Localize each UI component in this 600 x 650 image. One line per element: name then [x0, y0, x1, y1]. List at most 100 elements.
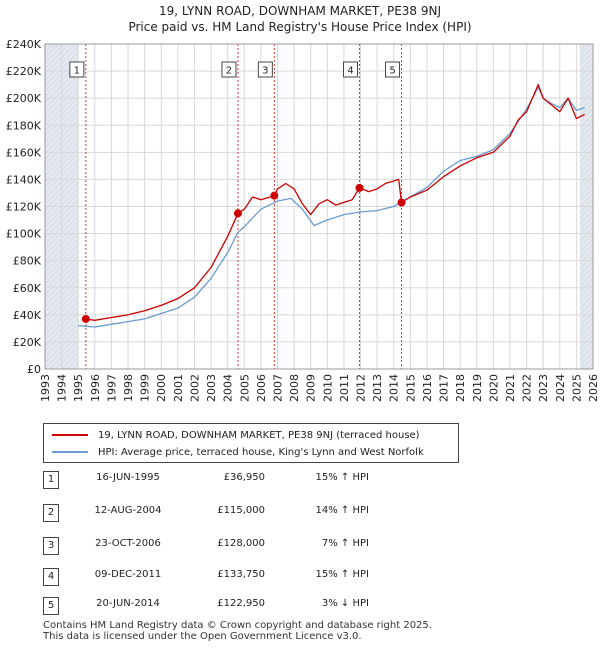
- y-tick-label: £180K: [6, 119, 42, 132]
- x-tick-label: 2008: [288, 374, 301, 402]
- title-line-1: 19, LYNN ROAD, DOWNHAM MARKET, PE38 9NJ: [158, 4, 442, 18]
- y-tick-label: £120K: [6, 201, 42, 214]
- x-tick-label: 2012: [355, 374, 368, 402]
- x-tick-label: 1996: [89, 374, 102, 402]
- footer-line-2: This data is licensed under the Open Gov…: [43, 631, 362, 642]
- row-date: 20-JUN-2014: [96, 598, 160, 609]
- y-tick-label: £40K: [13, 309, 42, 322]
- row-number-badge: 3: [43, 537, 59, 555]
- row-number-badge: 1: [43, 471, 59, 489]
- x-tick-label: 1997: [105, 374, 118, 402]
- y-tick-label: £20K: [13, 336, 42, 349]
- y-tick-label: £100K: [6, 228, 42, 241]
- sale-number-label: 3: [262, 66, 268, 77]
- sale-number-box: [257, 61, 273, 78]
- x-tick-label: 2025: [570, 374, 583, 402]
- row-date: 23-OCT-2006: [95, 538, 161, 549]
- x-tick-label: 2006: [255, 374, 268, 402]
- sale-number-box: [343, 61, 359, 78]
- y-tick-label: £80K: [13, 255, 42, 268]
- table-row: 1 16-JUN-1995 £36,950 15% ↑ HPI: [43, 470, 463, 490]
- hpi-line: [78, 86, 585, 328]
- x-tick-label: 2007: [271, 374, 284, 402]
- legend-hpi-label: HPI: Average price, terraced house, King…: [98, 446, 424, 458]
- y-tick-label: £240K: [6, 38, 42, 51]
- y-tick-label: £160K: [6, 146, 42, 159]
- x-tick-label: 2002: [188, 374, 201, 402]
- x-tick-label: 2020: [487, 374, 500, 402]
- x-tick-label: 2017: [438, 374, 451, 402]
- price-chart: £0 £20K £40K £60K £80K £100K £120K £140K £160K £1…: [6, 38, 600, 402]
- x-tick-label: 2011: [338, 374, 351, 402]
- row-hpi: 7% ↑ HPI: [321, 538, 369, 549]
- x-tick-label: 2024: [554, 374, 567, 402]
- legend-price-swatch: [52, 434, 88, 436]
- table-row: 3 23-OCT-2006 £128,000 7% ↑ HPI: [43, 536, 463, 556]
- x-tick-label: 2015: [404, 374, 417, 402]
- x-tick-label: 2018: [454, 374, 467, 402]
- x-tick-label: 1999: [139, 374, 152, 402]
- y-tick-label: £0: [27, 363, 41, 376]
- x-tick-label: 2004: [222, 374, 235, 402]
- legend-item-price: 19, LYNN ROAD, DOWNHAM MARKET, PE38 9NJ …: [52, 427, 420, 443]
- row-number-badge: 2: [43, 504, 59, 522]
- y-tick-label: £60K: [13, 282, 42, 295]
- sale-number-label: 5: [389, 66, 395, 77]
- sale-number-box: [69, 61, 85, 78]
- x-tick-label: 2023: [537, 374, 550, 402]
- price-paid-line: [85, 83, 585, 321]
- x-tick-label: 2014: [388, 374, 401, 402]
- x-tick-label: 2005: [238, 374, 251, 402]
- row-date: 16-JUN-1995: [96, 472, 160, 483]
- row-price: £122,950: [217, 598, 265, 609]
- sale-point: [81, 314, 90, 323]
- row-number-badge: 5: [43, 597, 59, 615]
- footer-line-1: Contains HM Land Registry data © Crown c…: [43, 620, 432, 631]
- row-price: £133,750: [217, 569, 265, 580]
- legend-price-label: 19, LYNN ROAD, DOWNHAM MARKET, PE38 9NJ …: [98, 429, 420, 441]
- row-hpi: 15% ↑ HPI: [315, 569, 369, 580]
- x-tick-label: 1994: [56, 374, 69, 402]
- y-tick-label: £200K: [6, 92, 42, 105]
- x-tick-label: 2003: [205, 374, 218, 402]
- x-tick-label: 2022: [521, 374, 534, 402]
- row-hpi: 3% ↓ HPI: [321, 598, 369, 609]
- y-tick-label: £220K: [6, 65, 42, 78]
- x-tick-label: 2021: [504, 374, 517, 402]
- x-tick-label: 1998: [122, 374, 135, 402]
- row-price: £36,950: [223, 472, 265, 483]
- row-price: £115,000: [217, 505, 265, 516]
- x-tick-label: 1993: [39, 374, 52, 402]
- x-tick-label: 2019: [471, 374, 484, 402]
- row-date: 12-AUG-2004: [94, 505, 162, 516]
- row-hpi: 14% ↑ HPI: [315, 505, 369, 516]
- sale-point: [233, 209, 242, 218]
- row-date: 09-DEC-2011: [94, 569, 162, 580]
- plot-frame: [44, 43, 594, 370]
- x-tick-label: 2016: [421, 374, 434, 402]
- table-row: 2 12-AUG-2004 £115,000 14% ↑ HPI: [43, 503, 463, 523]
- y-tick-label: £140K: [6, 173, 42, 186]
- x-tick-label: 2026: [587, 374, 600, 402]
- chart-title: 19, LYNN ROAD, DOWNHAM MARKET, PE38 9NJ …: [0, 3, 600, 35]
- sale-number-box: [385, 61, 401, 78]
- legend-item-hpi: HPI: Average price, terraced house, King…: [52, 444, 424, 460]
- x-tick-label: 1995: [72, 374, 85, 402]
- table-row: 4 09-DEC-2011 £133,750 15% ↑ HPI: [43, 567, 463, 587]
- legend: 19, LYNN ROAD, DOWNHAM MARKET, PE38 9NJ …: [43, 423, 459, 463]
- x-tick-label: 2001: [172, 374, 185, 402]
- sale-number-box: [221, 61, 237, 78]
- sale-number-label: 2: [226, 66, 232, 77]
- x-tick-label: 2009: [305, 374, 318, 402]
- sale-point: [270, 191, 279, 200]
- row-price: £128,000: [217, 538, 265, 549]
- table-row: 5 20-JUN-2014 £122,950 3% ↓ HPI: [43, 596, 463, 616]
- sale-point: [355, 183, 364, 192]
- sale-number-label: 4: [347, 66, 353, 77]
- footer-attribution: Contains HM Land Registry data © Crown c…: [43, 620, 432, 642]
- x-tick-label: 2010: [321, 374, 334, 402]
- x-tick-label: 2000: [155, 374, 168, 402]
- sale-number-label: 1: [74, 66, 80, 77]
- row-hpi: 15% ↑ HPI: [315, 472, 369, 483]
- legend-hpi-swatch: [52, 451, 88, 453]
